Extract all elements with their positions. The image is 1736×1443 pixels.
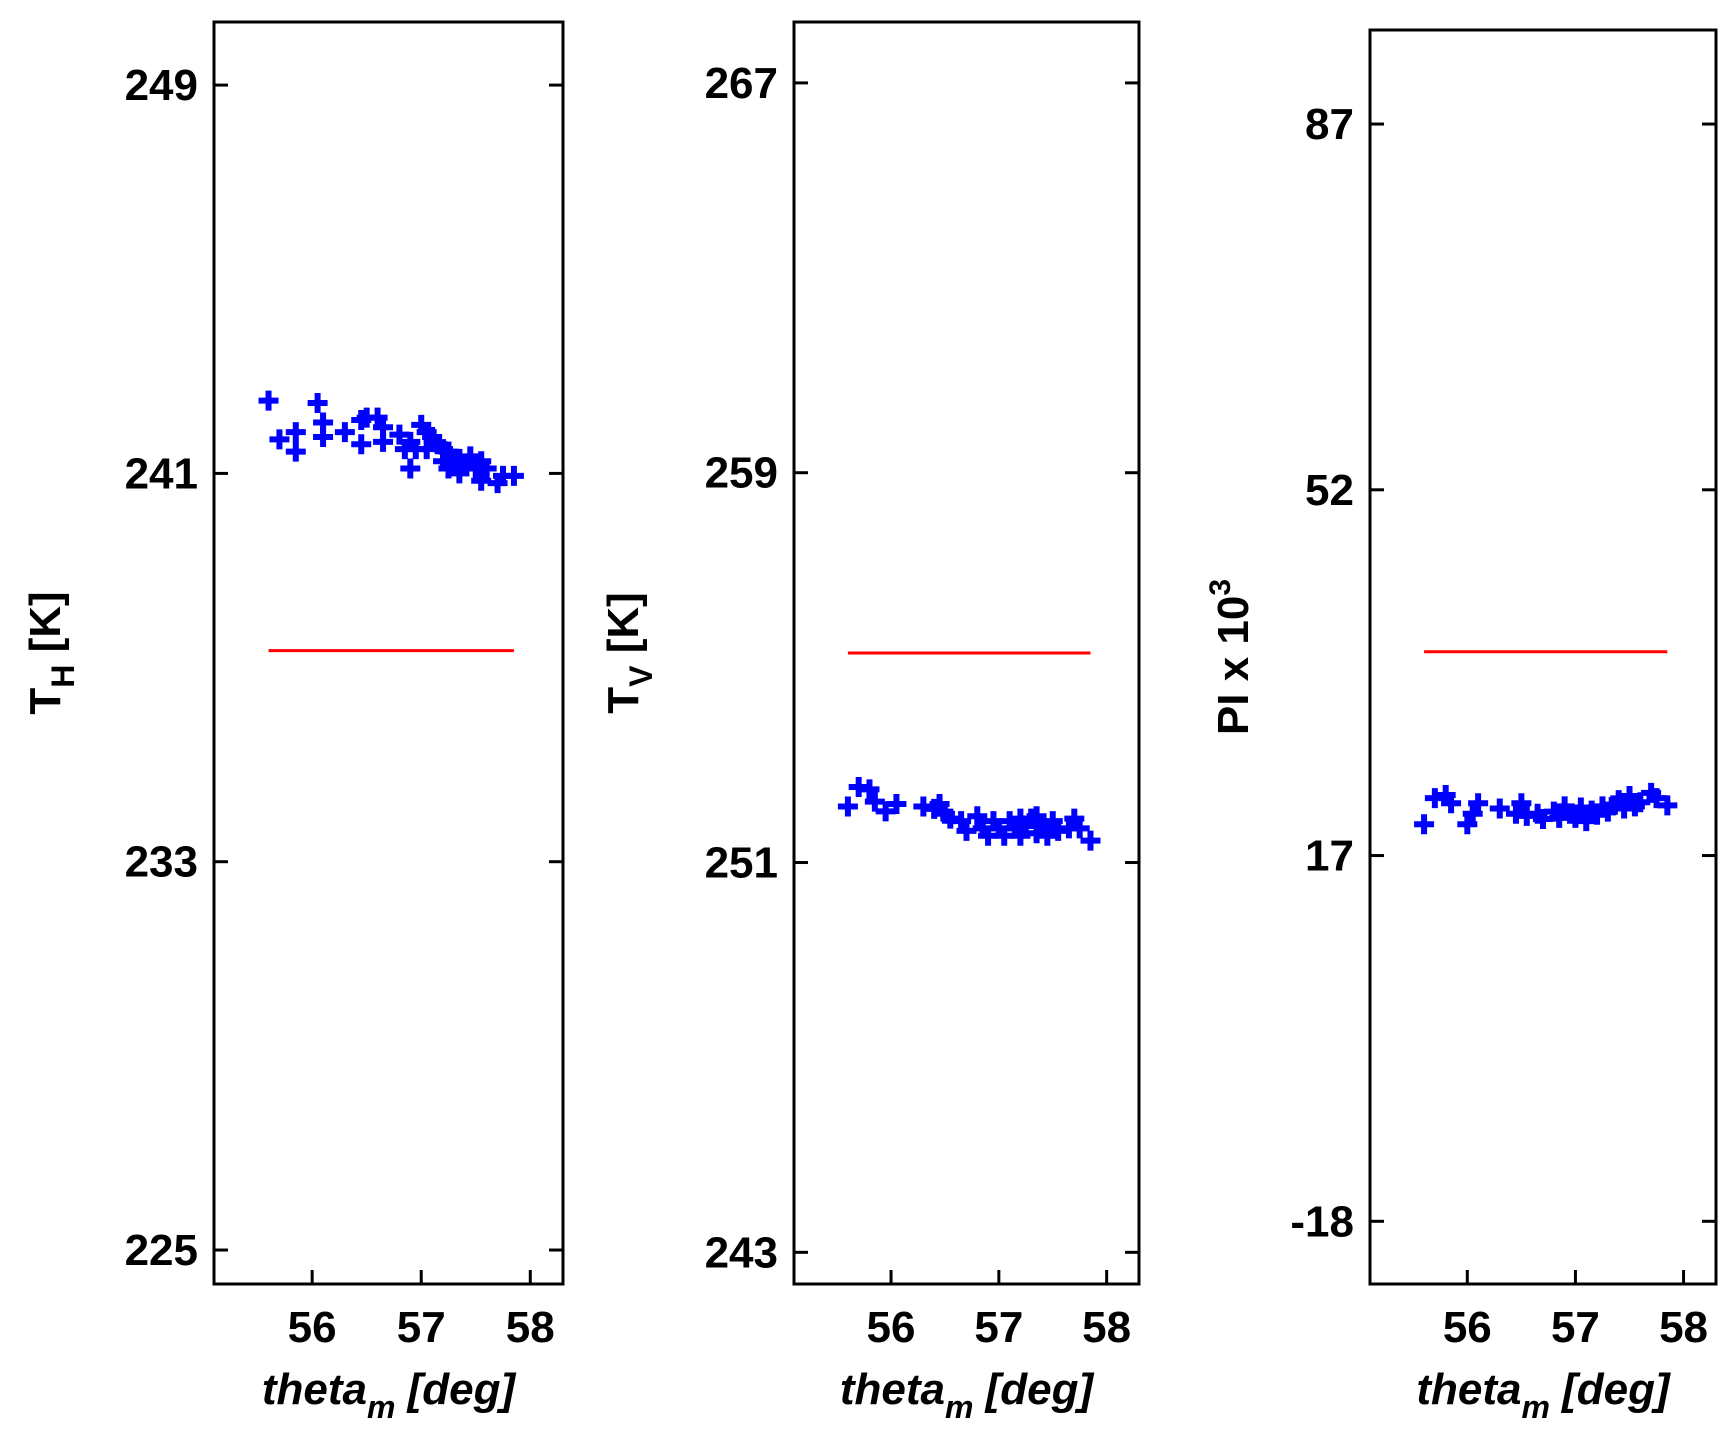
- y-axis-label: TH [K]: [21, 591, 81, 714]
- x-tick-label: 58: [1082, 1303, 1131, 1352]
- data-point: [1657, 795, 1678, 816]
- series-points: [258, 390, 524, 494]
- data-point: [351, 434, 372, 455]
- data-point: [1489, 798, 1510, 819]
- data-point: [1549, 807, 1570, 828]
- data-point: [503, 465, 524, 486]
- data-point: [313, 427, 334, 448]
- y-tick-label: 87: [1305, 100, 1354, 149]
- data-point: [1441, 793, 1462, 814]
- x-tick-label: 56: [867, 1303, 916, 1352]
- data-point: [875, 801, 896, 822]
- data-point: [400, 458, 421, 479]
- y-tick-label: 243: [705, 1228, 778, 1277]
- data-point: [978, 825, 999, 846]
- data-point: [886, 794, 907, 815]
- data-point: [859, 779, 880, 800]
- x-tick-label: 58: [1659, 1303, 1708, 1352]
- x-tick-label: 56: [1443, 1303, 1492, 1352]
- y-tick-label: 233: [125, 838, 198, 887]
- data-point: [1414, 814, 1435, 835]
- x-axis-label: thetam [deg]: [840, 1365, 1095, 1425]
- x-tick-label: 57: [397, 1303, 446, 1352]
- data-point: [389, 424, 410, 445]
- y-tick-label: 225: [125, 1226, 198, 1275]
- plot-frame: [1368, 28, 1718, 1286]
- series-points: [1414, 782, 1678, 835]
- panel-2: 243 251 259 267 56 57 58 thetam [deg] TV [K]: [599, 20, 1141, 1425]
- data-point: [1457, 814, 1478, 835]
- x-tick-label: 58: [506, 1303, 555, 1352]
- series-points: [837, 776, 1101, 851]
- y-tick-label: 52: [1305, 466, 1354, 515]
- data-point: [956, 820, 977, 841]
- data-point: [334, 422, 355, 443]
- x-axis-label: thetam [deg]: [262, 1365, 517, 1425]
- x-tick-label: 56: [288, 1303, 337, 1352]
- y-tick-label: 251: [705, 839, 778, 888]
- data-point: [1619, 785, 1640, 806]
- y-axis-label: PI x 103: [1204, 579, 1258, 735]
- data-point: [1646, 788, 1667, 809]
- plot-frame: [792, 20, 1141, 1286]
- data-point: [307, 393, 328, 414]
- data-point: [1533, 808, 1553, 829]
- data-point: [837, 796, 858, 817]
- y-tick-label: 267: [705, 59, 778, 108]
- panel-3: -18 17 52 87 56 57 58 thetam [deg] PI x 103: [1204, 28, 1718, 1425]
- x-tick-label: 57: [974, 1303, 1023, 1352]
- data-point: [269, 429, 290, 450]
- data-point: [1069, 818, 1090, 839]
- y-tick-label: 17: [1305, 832, 1354, 881]
- data-point: [1080, 830, 1101, 851]
- data-point: [1570, 797, 1591, 818]
- data-point: [1424, 788, 1445, 809]
- y-tick-label: 241: [125, 449, 198, 498]
- data-point: [1462, 803, 1483, 824]
- data-point: [1630, 792, 1651, 813]
- y-axis-label: TV [K]: [599, 592, 659, 714]
- data-point: [416, 439, 437, 460]
- x-axis-label: thetam [deg]: [1416, 1365, 1671, 1425]
- data-point: [1468, 793, 1489, 814]
- y-tick-label: 259: [705, 449, 778, 498]
- data-point: [285, 422, 306, 443]
- x-tick-label: 57: [1551, 1303, 1600, 1352]
- data-point: [471, 470, 492, 491]
- data-point: [1037, 825, 1058, 846]
- data-point: [1576, 811, 1597, 832]
- data-point: [994, 825, 1015, 846]
- data-point: [258, 390, 279, 411]
- y-tick-label: 249: [125, 61, 198, 110]
- plot-frame: [212, 20, 565, 1286]
- data-point: [864, 791, 885, 812]
- data-point: [460, 446, 481, 467]
- data-point: [285, 441, 306, 462]
- panel-1: 225 233 241 249 56 57 58 thetam [deg] TH [K]: [21, 20, 565, 1425]
- y-tick-label: -18: [1290, 1197, 1354, 1246]
- data-point: [1511, 793, 1532, 814]
- data-point: [1565, 807, 1586, 828]
- data-point: [373, 431, 394, 452]
- data-point: [967, 806, 988, 827]
- data-point: [476, 458, 497, 479]
